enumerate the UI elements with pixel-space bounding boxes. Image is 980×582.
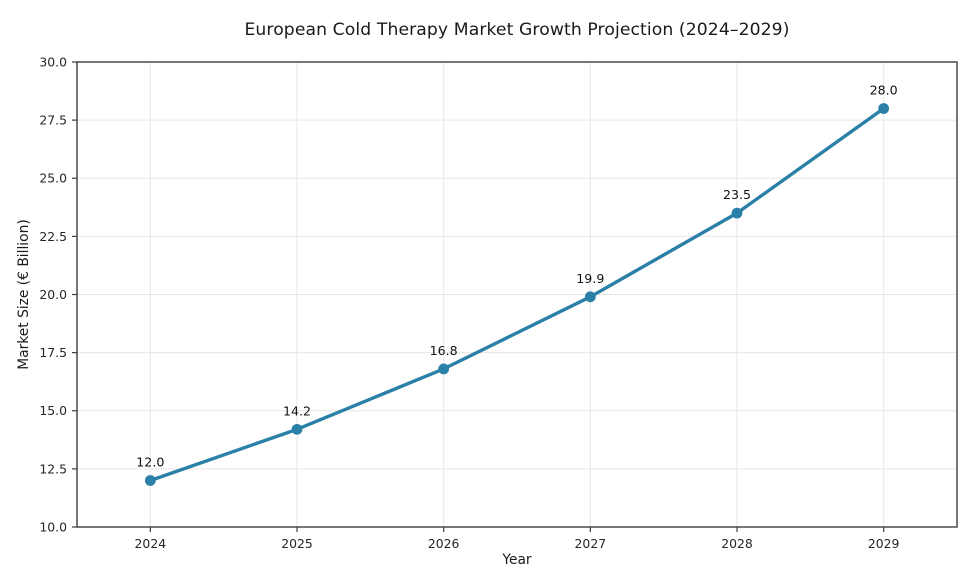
x-tick-label: 2028 (721, 536, 753, 551)
y-tick-label: 10.0 (39, 519, 67, 534)
point-value-label: 14.2 (283, 403, 311, 418)
x-tick-label: 2027 (575, 536, 607, 551)
y-tick-label: 12.5 (39, 461, 67, 476)
point-value-label: 12.0 (136, 455, 164, 470)
annotation-layer: 12.0 14.2 16.8 19.9 23.5 28.0 (136, 83, 897, 470)
data-point-marker (731, 207, 743, 219)
data-point-marker (878, 103, 890, 114)
y-tick-label: 25.0 (39, 171, 67, 186)
y-tick-label: 17.5 (39, 345, 67, 360)
x-tick-label: 2024 (135, 536, 167, 551)
point-value-label: 19.9 (576, 271, 604, 286)
data-point-marker (291, 423, 303, 435)
x-tick-label: 2026 (428, 536, 460, 551)
chart-title: European Cold Therapy Market Growth Proj… (244, 20, 790, 40)
tick-layer: 2024 2025 2026 2027 2028 2029 10.0 12.5 15.0 17.5… (39, 54, 899, 551)
y-tick-label: 22.5 (39, 229, 67, 244)
data-point-marker (438, 363, 450, 375)
x-tick-label: 2025 (281, 536, 313, 551)
y-tick-label: 27.5 (39, 113, 67, 128)
data-point-marker (584, 291, 596, 303)
series-layer (144, 103, 890, 486)
x-tick-label: 2029 (868, 536, 900, 551)
y-tick-label: 30.0 (39, 54, 67, 69)
data-point-marker (144, 475, 156, 486)
x-axis-label: Year (501, 552, 532, 568)
y-axis-label: Market Size (€ Billion) (16, 219, 32, 369)
grid-layer (77, 61, 957, 528)
y-tick-label: 20.0 (39, 287, 67, 302)
point-value-label: 16.8 (430, 343, 458, 358)
series-line (148, 106, 886, 483)
point-value-label: 23.5 (723, 187, 751, 202)
point-value-label: 28.0 (870, 83, 898, 98)
y-tick-label: 15.0 (39, 403, 67, 418)
